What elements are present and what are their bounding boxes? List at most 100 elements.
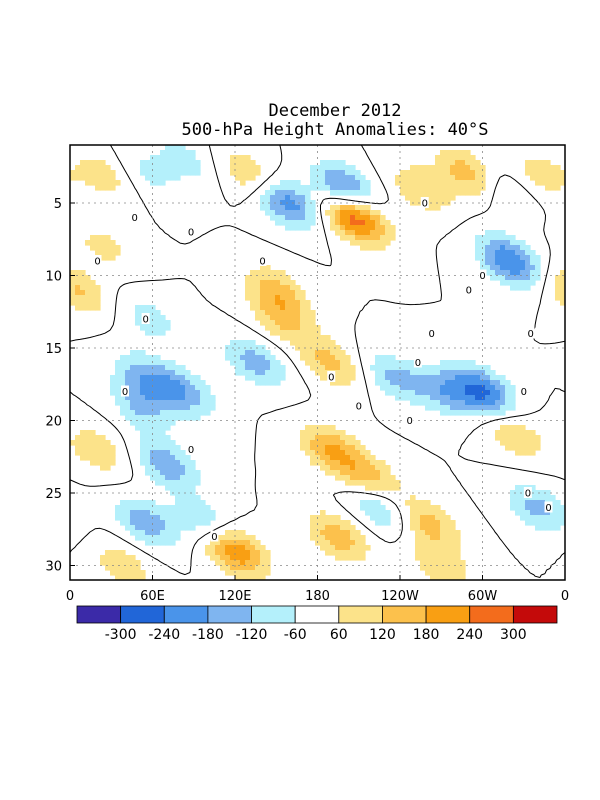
anomaly-cell (330, 365, 336, 371)
anomaly-cell (350, 220, 356, 226)
anomaly-cell (165, 320, 171, 326)
anomaly-cell (450, 180, 456, 186)
anomaly-cell (530, 505, 536, 511)
anomaly-cell (440, 520, 446, 526)
anomaly-cell (170, 380, 176, 386)
anomaly-cell (480, 165, 486, 171)
anomaly-cell (435, 390, 441, 396)
anomaly-cell (460, 365, 466, 371)
anomaly-cell (260, 300, 266, 306)
anomaly-cell (470, 385, 476, 391)
anomaly-cell (155, 155, 161, 161)
anomaly-cell (385, 240, 391, 246)
anomaly-cell (205, 520, 211, 526)
anomaly-cell (420, 565, 426, 571)
anomaly-cell (305, 435, 311, 441)
anomaly-cell (290, 340, 296, 346)
anomaly-cell (155, 420, 161, 426)
contour-label: 0 (328, 373, 334, 384)
anomaly-cell (355, 465, 361, 471)
anomaly-cell (175, 530, 181, 536)
anomaly-cell (230, 355, 236, 361)
anomaly-cell (400, 375, 406, 381)
anomaly-cell (450, 520, 456, 526)
anomaly-cell (180, 380, 186, 386)
anomaly-cell (95, 170, 101, 176)
anomaly-cell (70, 280, 76, 286)
anomaly-cell (335, 175, 341, 181)
anomaly-cell (435, 375, 441, 381)
anomaly-cell (195, 500, 201, 506)
anomaly-cell (150, 355, 156, 361)
anomaly-cell (180, 415, 186, 421)
anomaly-cell (225, 550, 231, 556)
anomaly-cell (555, 510, 561, 516)
anomaly-cell (330, 525, 336, 531)
anomaly-cell (510, 260, 516, 266)
anomaly-cell (245, 295, 251, 301)
anomaly-cell (200, 405, 206, 411)
anomaly-cell (430, 550, 436, 556)
anomaly-cell (420, 375, 426, 381)
anomaly-cell (430, 165, 436, 171)
contour-label: 0 (521, 387, 527, 398)
anomaly-cell (445, 540, 451, 546)
anomaly-cell (130, 525, 136, 531)
anomaly-cell (300, 325, 306, 331)
anomaly-cell (225, 555, 231, 561)
anomaly-cell (155, 180, 161, 186)
anomaly-cell (145, 330, 151, 336)
anomaly-cell (535, 165, 541, 171)
anomaly-cell (475, 175, 481, 181)
anomaly-cell (455, 565, 461, 571)
anomaly-cell (135, 530, 141, 536)
anomaly-cell (310, 210, 316, 216)
anomaly-cell (160, 405, 166, 411)
anomaly-cell (500, 395, 506, 401)
anomaly-cell (480, 375, 486, 381)
anomaly-cell (320, 180, 326, 186)
anomaly-cell (200, 395, 206, 401)
anomaly-cell (495, 255, 501, 261)
anomaly-cell (295, 285, 301, 291)
anomaly-cell (450, 410, 456, 416)
anomaly-cell (160, 470, 166, 476)
anomaly-cell (230, 565, 236, 571)
anomaly-cell (500, 270, 506, 276)
anomaly-cell (240, 545, 246, 551)
anomaly-cell (140, 450, 146, 456)
anomaly-cell (385, 480, 391, 486)
anomaly-cell (320, 545, 326, 551)
anomaly-cell (140, 390, 146, 396)
anomaly-cell (155, 310, 161, 316)
anomaly-cell (210, 555, 216, 561)
anomaly-cell (295, 330, 301, 336)
anomaly-cell (340, 205, 346, 211)
anomaly-cell (495, 390, 501, 396)
anomaly-cell (270, 285, 276, 291)
anomaly-cell (260, 570, 266, 576)
anomaly-cell (440, 545, 446, 551)
anomaly-cell (320, 455, 326, 461)
anomaly-cell (240, 575, 246, 580)
anomaly-cell (500, 425, 506, 431)
anomaly-cell (525, 170, 531, 176)
anomaly-cell (515, 245, 521, 251)
anomaly-cell (515, 250, 521, 256)
anomaly-cell (345, 540, 351, 546)
anomaly-cell (380, 225, 386, 231)
anomaly-cell (555, 170, 561, 176)
anomaly-cell (280, 310, 286, 316)
anomaly-cell (395, 360, 401, 366)
anomaly-cell (330, 345, 336, 351)
anomaly-cell (165, 170, 171, 176)
anomaly-cell (440, 400, 446, 406)
anomaly-cell (385, 375, 391, 381)
anomaly-cell (370, 485, 376, 491)
anomaly-cell (90, 235, 96, 241)
anomaly-cell (170, 150, 176, 156)
anomaly-cell (175, 445, 181, 451)
anomaly-cell (475, 405, 481, 411)
anomaly-cell (460, 405, 466, 411)
anomaly-cell (275, 285, 281, 291)
